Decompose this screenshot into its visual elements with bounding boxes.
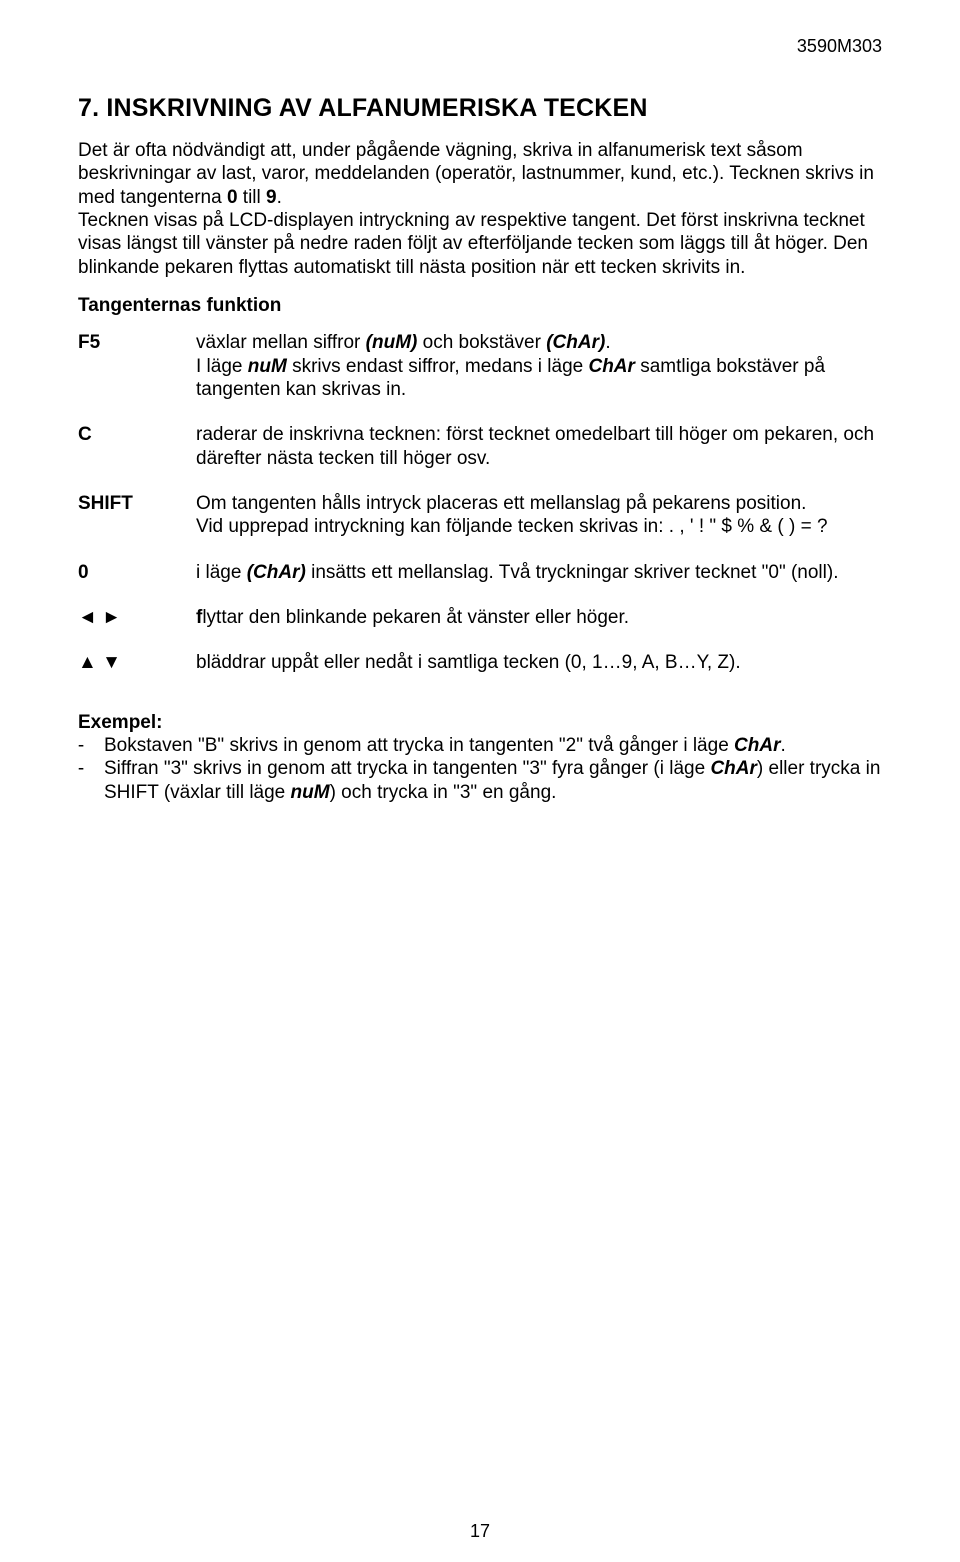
table-row: 0 i läge (ChAr) insätts ett mellanslag. … <box>78 561 882 606</box>
example-block: Exempel: Bokstaven "B" skrivs in genom a… <box>78 711 882 804</box>
term-num: nuM <box>248 356 287 377</box>
text: I läge <box>196 356 248 377</box>
text: Bokstaven "B" skrivs in genom att trycka… <box>104 735 734 756</box>
text: Om tangenten hålls intryck placeras ett … <box>196 493 806 514</box>
text: växlar mellan siffror <box>196 332 366 353</box>
example-list: Bokstaven "B" skrivs in genom att trycka… <box>78 734 882 804</box>
intro-text: Det är ofta nödvändigt att, under pågåen… <box>78 140 874 208</box>
document-page: 3590M303 7. INSKRIVNING AV ALFANUMERISKA… <box>0 0 960 1562</box>
intro-text: . <box>277 187 282 208</box>
term-char: ChAr <box>734 735 780 756</box>
text: insätts ett mellanslag. Två tryckningar … <box>306 562 839 583</box>
example-heading: Exempel: <box>78 711 882 734</box>
text: . <box>781 735 786 756</box>
text: och bokstäver <box>417 332 546 353</box>
term-char: ChAr <box>710 758 756 779</box>
table-row: ▲ ▼ bläddrar uppåt eller nedåt i samtlig… <box>78 651 882 696</box>
intro-bold-9: 9 <box>266 187 277 208</box>
text: lyttar den blinkande pekaren åt vänster … <box>202 607 629 628</box>
list-item: Bokstaven "B" skrivs in genom att trycka… <box>100 734 882 757</box>
page-title: 7. INSKRIVNING AV ALFANUMERISKA TECKEN <box>78 94 882 123</box>
key-label-up-down: ▲ ▼ <box>78 651 196 696</box>
term-num: (nuM) <box>366 332 418 353</box>
text: Siffran "3" skrivs in genom att trycka i… <box>104 758 710 779</box>
subheading: Tangenternas funktion <box>78 295 882 317</box>
text: . <box>605 332 610 353</box>
document-id: 3590M303 <box>797 36 882 57</box>
key-desc-zero: i läge (ChAr) insätts ett mellanslag. Tv… <box>196 561 882 606</box>
term-char: (ChAr) <box>247 562 306 583</box>
table-row: SHIFT Om tangenten hålls intryck placera… <box>78 492 882 561</box>
key-label-left-right: ◄ ► <box>78 606 196 651</box>
key-desc-shift: Om tangenten hålls intryck placeras ett … <box>196 492 882 561</box>
text: ) och trycka in "3" en gång. <box>330 782 557 803</box>
key-label-c: C <box>78 423 196 492</box>
key-desc-up-down: bläddrar uppåt eller nedåt i samtliga te… <box>196 651 882 696</box>
text: skrivs endast siffror, medans i läge <box>287 356 589 377</box>
key-desc-left-right: flyttar den blinkande pekaren åt vänster… <box>196 606 882 651</box>
table-row: C raderar de inskrivna tecknen: först te… <box>78 423 882 492</box>
key-label-zero: 0 <box>78 561 196 606</box>
text: Vid upprepad intryckning kan följande te… <box>196 516 828 537</box>
intro-text-2: Tecknen visas på LCD-displayen intryckni… <box>78 210 868 278</box>
key-label-f5: F5 <box>78 331 196 423</box>
function-table: F5 växlar mellan siffror (nuM) och bokst… <box>78 331 882 697</box>
intro-paragraph: Det är ofta nödvändigt att, under pågåen… <box>78 139 882 279</box>
table-row: F5 växlar mellan siffror (nuM) och bokst… <box>78 331 882 423</box>
key-desc-f5: växlar mellan siffror (nuM) och bokstäve… <box>196 331 882 423</box>
key-label-shift: SHIFT <box>78 492 196 561</box>
term-char: (ChAr) <box>546 332 605 353</box>
page-number: 17 <box>0 1521 960 1542</box>
term-num: nuM <box>291 782 330 803</box>
table-row: ◄ ► flyttar den blinkande pekaren åt vän… <box>78 606 882 651</box>
intro-text: till <box>238 187 267 208</box>
key-desc-c: raderar de inskrivna tecknen: först teck… <box>196 423 882 492</box>
list-item: Siffran "3" skrivs in genom att trycka i… <box>100 757 882 804</box>
intro-bold-0: 0 <box>227 187 238 208</box>
term-char: ChAr <box>588 356 634 377</box>
text: i läge <box>196 562 247 583</box>
